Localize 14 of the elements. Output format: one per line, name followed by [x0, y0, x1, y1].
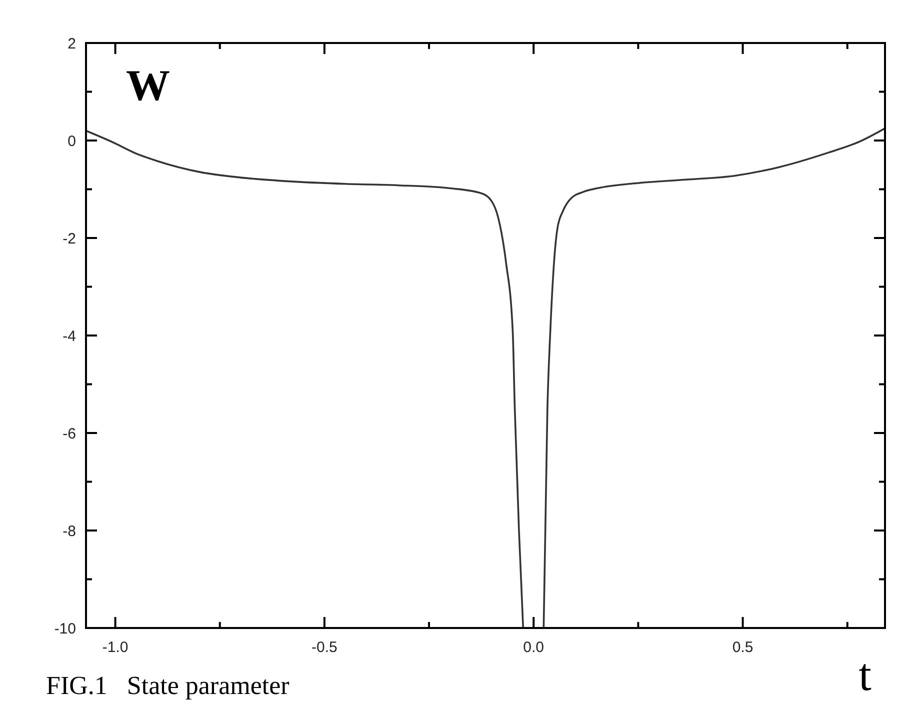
- y-tick-label: -6: [62, 425, 76, 442]
- caption: FIG.1 State parameter: [46, 671, 290, 700]
- y-tick-label: 2: [68, 35, 76, 52]
- x-tick-label: -0.5: [312, 639, 338, 656]
- x-tick-label: -1.0: [102, 639, 128, 656]
- y-tick-label: 0: [68, 132, 76, 150]
- y-tick-label: -8: [62, 522, 76, 540]
- x-tick-label: 0.0: [523, 639, 544, 656]
- y-tick-label: -2: [62, 230, 76, 248]
- y-tick-label: -4: [62, 328, 76, 345]
- x-axis-title: t: [858, 649, 872, 700]
- y-axis-title: W: [126, 61, 170, 110]
- x-tick-label: 0.5: [732, 639, 754, 656]
- y-tick-label: -10: [54, 620, 76, 638]
